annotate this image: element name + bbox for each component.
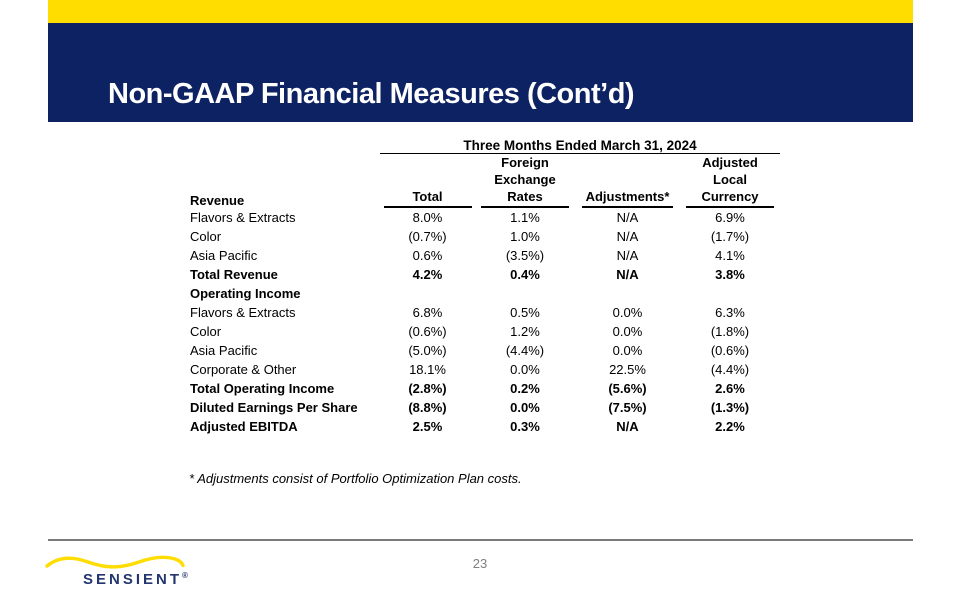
cell-value: 0.3%: [510, 419, 540, 434]
table-column-header-row: Revenue Total Foreign Exchange Rates Adj…: [190, 154, 780, 208]
table-row: Flavors & Extracts 6.8% 0.5% 0.0% 6.3%: [190, 303, 780, 322]
cell-value: N/A: [616, 229, 639, 244]
table-row: Asia Pacific 0.6% (3.5%) N/A 4.1%: [190, 246, 780, 265]
row-label: Color: [190, 229, 222, 244]
table-total-row: Adjusted EBITDA 2.5% 0.3% N/A 2.2%: [190, 417, 780, 436]
cell-value: 0.0%: [510, 400, 540, 415]
cell-value: N/A: [616, 210, 639, 225]
cell-value: (1.7%): [710, 229, 750, 244]
row-label: Adjusted EBITDA: [190, 419, 298, 434]
footer-divider: [48, 539, 913, 541]
table-row: Color (0.6%) 1.2% 0.0% (1.8%): [190, 322, 780, 341]
column-header-total: Total: [380, 154, 475, 208]
cell-value: 6.8%: [412, 305, 443, 320]
table-total-row: Total Operating Income (2.8%) 0.2% (5.6%…: [190, 379, 780, 398]
accent-yellow-bar: [48, 0, 913, 23]
footnote: * Adjustments consist of Portfolio Optim…: [189, 471, 522, 486]
cell-value: 0.4%: [510, 267, 540, 282]
cell-value: 2.6%: [715, 381, 745, 396]
column-header-adjusted-local-currency: Adjusted Local Currency: [680, 154, 780, 208]
table-row: Flavors & Extracts 8.0% 1.1% N/A 6.9%: [190, 208, 780, 227]
cell-value: 4.1%: [715, 248, 745, 263]
cell-value: 6.9%: [715, 210, 745, 225]
row-label: Asia Pacific: [190, 343, 258, 358]
cell-value: 0.0%: [612, 305, 643, 320]
title-banner: Non-GAAP Financial Measures (Cont’d): [48, 23, 913, 122]
spacer-cell: [190, 136, 380, 154]
page-number: 23: [472, 556, 488, 571]
cell-value: [575, 284, 680, 303]
cell-value: 18.1%: [409, 362, 446, 377]
cell-value: 8.0%: [412, 210, 443, 225]
cell-value: (1.8%): [710, 324, 750, 339]
cell-value: (4.4%): [710, 362, 750, 377]
cell-value: 2.5%: [412, 419, 443, 434]
cell-value: (0.7%): [408, 229, 447, 244]
cell-value: 0.2%: [510, 381, 540, 396]
row-label: Asia Pacific: [190, 248, 258, 263]
row-label: Flavors & Extracts: [190, 305, 296, 320]
row-label: Corporate & Other: [190, 362, 297, 377]
table-total-row: Total Revenue 4.2% 0.4% N/A 3.8%: [190, 265, 780, 284]
cell-value: 6.3%: [715, 305, 745, 320]
cell-value: (0.6%): [710, 343, 750, 358]
period-header: Three Months Ended March 31, 2024: [380, 136, 780, 154]
cell-value: 0.0%: [510, 362, 540, 377]
table-spanner-row: Three Months Ended March 31, 2024: [190, 136, 780, 154]
row-label: Total Operating Income: [190, 381, 335, 396]
cell-value: 4.2%: [412, 267, 443, 282]
cell-value: (1.3%): [710, 400, 750, 415]
cell-value: (4.4%): [505, 343, 545, 358]
cell-value: (7.5%): [608, 400, 647, 415]
column-header-adjustments: Adjustments*: [575, 154, 680, 208]
registered-mark: ®: [182, 571, 188, 580]
cell-value: (0.6%): [408, 324, 447, 339]
row-label: Flavors & Extracts: [190, 210, 296, 225]
section-header-operating-income: Operating Income: [190, 284, 780, 303]
section-header-revenue: Revenue: [190, 193, 245, 208]
cell-value: [680, 284, 780, 303]
row-label: Color: [190, 324, 222, 339]
cell-value: 0.0%: [612, 343, 643, 358]
cell-value: N/A: [616, 248, 639, 263]
sensient-logo: SENSIENT®: [45, 548, 255, 594]
cell-value: 1.0%: [510, 229, 540, 244]
cell-value: 22.5%: [609, 362, 646, 377]
logo-swoosh-icon: [45, 555, 185, 569]
cell-value: (5.0%): [408, 343, 447, 358]
cell-value: N/A: [616, 419, 639, 434]
cell-value: N/A: [616, 267, 639, 282]
cell-value: 0.6%: [412, 248, 443, 263]
row-label: Operating Income: [190, 286, 301, 301]
cell-value: (2.8%): [408, 381, 447, 396]
cell-value: 0.0%: [612, 324, 643, 339]
table-row: Color (0.7%) 1.0% N/A (1.7%): [190, 227, 780, 246]
cell-value: 3.8%: [715, 267, 745, 282]
cell-value: (3.5%): [505, 248, 545, 263]
cell-value: (5.6%): [608, 381, 647, 396]
row-label: Diluted Earnings Per Share: [190, 400, 358, 415]
table-row: Corporate & Other 18.1% 0.0% 22.5% (4.4%…: [190, 360, 780, 379]
table-total-row: Diluted Earnings Per Share (8.8%) 0.0% (…: [190, 398, 780, 417]
cell-value: [380, 284, 475, 303]
cell-value: [475, 284, 575, 303]
cell-value: 0.5%: [510, 305, 540, 320]
table-row: Asia Pacific (5.0%) (4.4%) 0.0% (0.6%): [190, 341, 780, 360]
cell-value: (8.8%): [408, 400, 447, 415]
row-label: Total Revenue: [190, 267, 278, 282]
logo-wordmark: SENSIENT®: [83, 571, 188, 588]
cell-value: 1.2%: [510, 324, 540, 339]
financial-measures-table: Three Months Ended March 31, 2024 Revenu…: [190, 136, 780, 436]
slide-title: Non-GAAP Financial Measures (Cont’d): [108, 78, 635, 110]
column-header-foreign-exchange-rates: Foreign Exchange Rates: [475, 154, 575, 208]
cell-value: 2.2%: [715, 419, 745, 434]
cell-value: 1.1%: [510, 210, 540, 225]
